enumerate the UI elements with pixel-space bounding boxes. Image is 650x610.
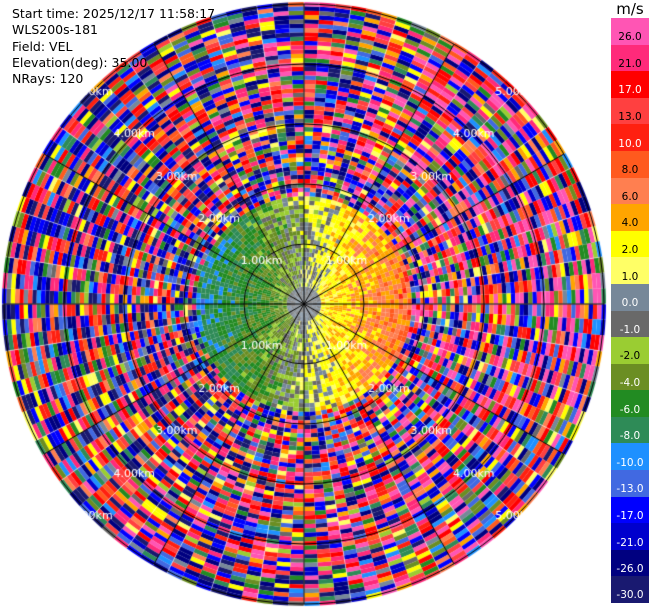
radar-ppi-plot: [0, 0, 610, 610]
colorbar-swatch: [611, 257, 649, 285]
velocity-colorbar: 26.0 21.0 17.0 13.0 10.0 8.0 6.0 4.0 2.0 1.0 0.0 -1…: [611, 18, 649, 604]
colorbar-swatch: [611, 204, 649, 232]
colorbar-swatch: [611, 363, 649, 391]
colorbar-swatch: [611, 549, 649, 577]
station-name-text: WLS200s-181: [12, 22, 98, 38]
colorbar-swatch: [611, 177, 649, 205]
colorbar-swatch: [611, 18, 649, 46]
elevation-text: Elevation(deg): 35.00: [12, 54, 148, 70]
field-text: Field: VEL: [12, 38, 73, 54]
colorbar-swatch: [611, 150, 649, 179]
colorbar-swatch: [611, 310, 649, 338]
colorbar-swatch: [611, 576, 649, 604]
colorbar-swatch: [611, 44, 649, 72]
nrays-text: NRays: 120: [12, 71, 84, 87]
colorbar-unit-label: m/s: [616, 0, 644, 18]
colorbar-swatch: [611, 416, 649, 444]
colorbar-swatch: [611, 71, 649, 99]
colorbar-swatch: [611, 230, 649, 258]
start-time-text: Start time: 2025/12/17 11:58:17: [12, 6, 216, 21]
colorbar-swatch: [611, 337, 649, 365]
colorbar-swatch: [611, 496, 649, 524]
colorbar-swatch: [611, 283, 649, 311]
colorbar-swatch: [611, 97, 649, 125]
colorbar-swatch: [611, 523, 649, 551]
colorbar-swatch: [611, 470, 649, 498]
colorbar-swatch: [611, 443, 649, 471]
colorbar-swatch: [611, 390, 649, 418]
info-block: Start time: 2025/12/17 11:58:17 WLS200s-…: [12, 6, 215, 87]
colorbar-swatch: [611, 124, 649, 152]
